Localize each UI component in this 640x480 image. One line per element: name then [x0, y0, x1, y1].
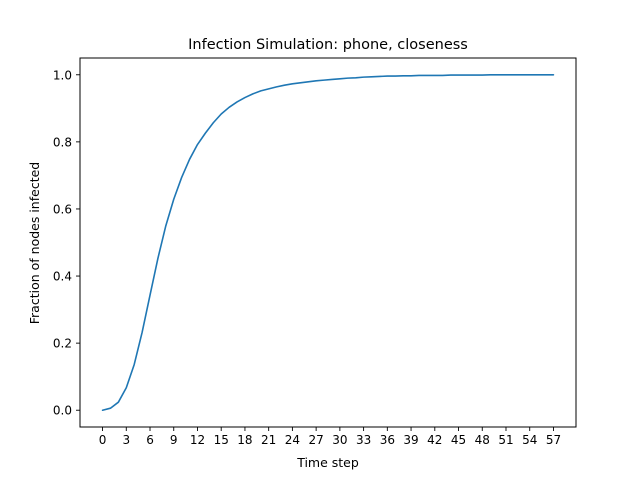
series-line-0 [101, 73, 555, 412]
x-tick-label: 39 [403, 433, 418, 447]
axes-frame [79, 57, 577, 428]
chart-title: Infection Simulation: phone, closeness [188, 37, 468, 53]
x-tick-label: 24 [285, 433, 300, 447]
y-axis-label: Fraction of nodes infected [27, 162, 42, 324]
y-tick-label: 0.0 [53, 404, 72, 418]
x-tick-label: 12 [190, 433, 205, 447]
x-tick-label: 42 [427, 433, 442, 447]
x-tick-label: 33 [356, 433, 371, 447]
x-axis-label: Time step [296, 455, 359, 470]
x-tick-label: 57 [546, 433, 561, 447]
x-tick-label: 9 [170, 433, 178, 447]
x-tick-label: 51 [498, 433, 513, 447]
x-tick-label: 6 [146, 433, 154, 447]
plot-area [101, 73, 555, 412]
x-tick-label: 15 [214, 433, 229, 447]
x-tick-label: 27 [308, 433, 323, 447]
x-tick-label: 3 [122, 433, 130, 447]
x-tick-label: 30 [332, 433, 347, 447]
x-tick-label: 48 [475, 433, 490, 447]
y-tick-label: 0.6 [53, 202, 72, 216]
x-tick-label: 18 [237, 433, 252, 447]
x-tick-label: 21 [261, 433, 276, 447]
x-axis-ticks: 0 3 6 9 12 15 18 21 24 27 30 33 36 39 42 45 48 51 54 57 [99, 427, 561, 447]
y-tick-label: 1.0 [53, 68, 72, 82]
y-tick-label: 0.8 [53, 135, 72, 149]
y-axis-ticks: 0.0 0.2 0.4 0.6 0.8 1.0 [53, 68, 80, 418]
x-tick-label: 45 [451, 433, 466, 447]
x-tick-label: 36 [380, 433, 395, 447]
y-tick-label: 0.4 [53, 270, 72, 284]
y-tick-label: 0.2 [53, 337, 72, 351]
x-tick-label: 0 [99, 433, 107, 447]
x-tick-label: 54 [522, 433, 537, 447]
